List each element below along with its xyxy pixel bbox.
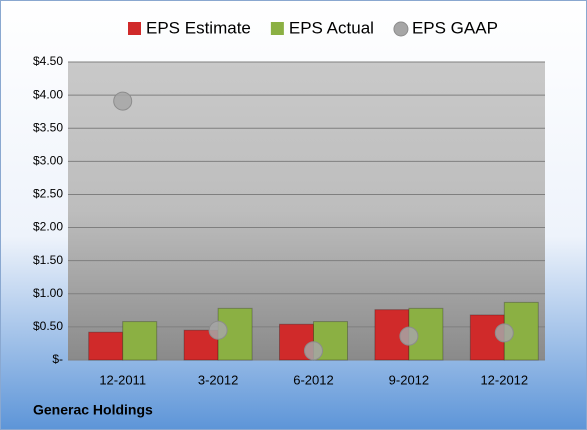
y-tick-label: $3.00 xyxy=(33,154,63,168)
legend-swatch xyxy=(128,22,141,35)
gaap-marker xyxy=(304,341,323,361)
x-tick-label: 12-2012 xyxy=(480,372,528,387)
company-name: Generac Holdings xyxy=(33,402,153,418)
y-tick-label: $3.50 xyxy=(33,120,63,134)
gaap-marker xyxy=(399,326,419,346)
y-tick-label: $4.50 xyxy=(33,54,63,68)
legend-swatch xyxy=(270,22,284,35)
y-tick-label: $- xyxy=(52,352,63,366)
gaap-marker xyxy=(113,91,133,111)
gaap-marker xyxy=(494,323,514,343)
x-tick-label: 12-2011 xyxy=(99,372,146,387)
x-tick-label: 3-2012 xyxy=(198,372,238,387)
y-tick-label: $2.00 xyxy=(33,220,63,234)
x-tick-label: 6-2012 xyxy=(293,372,333,387)
gaap-marker xyxy=(208,320,228,340)
bar xyxy=(88,331,124,361)
bar xyxy=(122,321,158,361)
y-tick-label: $0.50 xyxy=(33,319,63,333)
y-tick-label: $2.50 xyxy=(33,187,63,201)
y-tick-label: $4.00 xyxy=(33,87,63,101)
y-tick-label: $1.50 xyxy=(33,253,63,267)
x-tick-label: 9-2012 xyxy=(389,372,429,387)
y-tick-label: $1.00 xyxy=(33,286,63,300)
legend-label: EPS GAAP xyxy=(412,18,498,37)
legend-label: EPS Estimate xyxy=(146,18,251,37)
legend-label: EPS Actual xyxy=(289,18,374,37)
plot-area xyxy=(68,62,545,360)
legend-swatch xyxy=(393,21,409,37)
